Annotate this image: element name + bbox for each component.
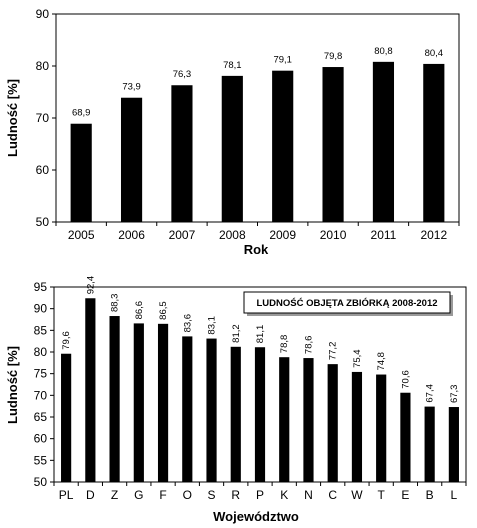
data-label: 83,1 bbox=[207, 316, 218, 335]
x-tick-label: K bbox=[280, 488, 288, 502]
data-label: 67,3 bbox=[449, 385, 460, 404]
bar bbox=[182, 336, 193, 482]
data-label: 92,4 bbox=[85, 276, 96, 295]
bar bbox=[85, 298, 96, 482]
title-box bbox=[243, 291, 451, 314]
plot-area bbox=[55, 13, 460, 223]
data-label: 68,9 bbox=[72, 108, 91, 119]
bar bbox=[109, 316, 120, 482]
bar bbox=[351, 371, 363, 482]
x-tick-label: C bbox=[328, 488, 337, 502]
x-tick-label: W bbox=[351, 488, 363, 502]
x-tick-label: T bbox=[378, 488, 386, 502]
x-axis-title: Województwo bbox=[213, 509, 299, 524]
data-label: 83,6 bbox=[182, 314, 193, 333]
data-label: 80,8 bbox=[374, 46, 393, 57]
bar bbox=[157, 323, 169, 482]
chart-title: LUDNOŚĆ OBJĘTA ZBIÓRKĄ 2008-2012 bbox=[256, 297, 437, 309]
y-tick-label: 60 bbox=[36, 163, 50, 177]
y-tick-label: 70 bbox=[34, 388, 48, 402]
bar bbox=[206, 338, 217, 482]
data-label: 86,6 bbox=[134, 301, 145, 320]
x-tick-label: 2006 bbox=[118, 228, 145, 242]
x-tick-label: B bbox=[426, 488, 434, 502]
bar bbox=[61, 353, 72, 482]
y-tick-label: 90 bbox=[36, 7, 50, 21]
data-label: 79,8 bbox=[324, 51, 343, 62]
x-tick-label: O bbox=[183, 488, 192, 502]
data-label: 67,4 bbox=[425, 384, 436, 403]
x-tick-label: N bbox=[304, 488, 313, 502]
y-tick-label: 95 bbox=[34, 280, 48, 294]
y-tick-label: 55 bbox=[34, 453, 48, 467]
data-label: 81,2 bbox=[231, 324, 242, 343]
y-tick-label: 50 bbox=[34, 475, 48, 489]
bar bbox=[423, 63, 445, 222]
x-tick-label: E bbox=[401, 488, 409, 502]
bar bbox=[120, 97, 143, 222]
x-tick-label: Z bbox=[111, 488, 118, 502]
y-tick-label: 80 bbox=[34, 345, 48, 359]
x-tick-label: P bbox=[256, 488, 264, 502]
data-label: 74,8 bbox=[376, 352, 387, 371]
bar bbox=[279, 357, 290, 482]
x-tick-label: G bbox=[134, 488, 143, 502]
bar bbox=[372, 61, 395, 223]
bar bbox=[424, 406, 435, 482]
chart-voivodeship-population: Ludność [%] Województwo 50 55 60 65 70 75 80 85… bbox=[5, 276, 467, 524]
data-label: 78,6 bbox=[303, 336, 314, 355]
bar bbox=[322, 67, 344, 222]
data-label: 78,1 bbox=[223, 60, 242, 71]
x-axis-title: Rok bbox=[244, 242, 269, 257]
y-tick-label: 90 bbox=[34, 302, 48, 316]
y-tick-label: 60 bbox=[34, 432, 48, 446]
data-label: 80,4 bbox=[425, 48, 444, 59]
x-tick-label: F bbox=[159, 488, 166, 502]
x-tick-label: 2007 bbox=[169, 228, 196, 242]
bar bbox=[70, 123, 92, 222]
bar bbox=[327, 364, 338, 482]
x-tick-label: D bbox=[86, 488, 95, 502]
x-tick-label: PL bbox=[59, 488, 74, 502]
data-label: 81,1 bbox=[255, 325, 266, 344]
bar bbox=[133, 323, 144, 482]
bar bbox=[254, 347, 266, 482]
y-tick-label: 70 bbox=[36, 111, 50, 125]
data-label: 86,5 bbox=[158, 301, 169, 320]
x-tick-label: 2005 bbox=[68, 228, 95, 242]
data-label: 73,9 bbox=[122, 82, 141, 93]
bar bbox=[221, 75, 243, 222]
x-tick-label: L bbox=[451, 488, 458, 502]
x-tick-label: 2012 bbox=[420, 228, 447, 242]
bar bbox=[272, 70, 294, 223]
bar bbox=[230, 346, 241, 482]
chart-yearly-population: Ludność [%] Rok 50 60 70 80 90 2005 68,9 2006 73… bbox=[5, 7, 460, 257]
data-label: 79,1 bbox=[273, 55, 292, 66]
x-tick-label: 2011 bbox=[371, 228, 397, 242]
y-tick-label: 50 bbox=[36, 215, 50, 229]
bar bbox=[171, 85, 193, 223]
y-axis-title: Ludność [%] bbox=[5, 79, 20, 157]
bar bbox=[303, 358, 314, 482]
x-tick-label: R bbox=[231, 488, 240, 502]
x-tick-label: 2008 bbox=[219, 228, 246, 242]
data-label: 75,4 bbox=[352, 349, 363, 368]
data-label: 78,8 bbox=[279, 335, 290, 354]
data-label: 77,2 bbox=[328, 342, 339, 361]
x-tick-label: 2009 bbox=[269, 228, 296, 242]
x-tick-label: S bbox=[208, 488, 216, 502]
data-label: 88,3 bbox=[110, 294, 121, 313]
y-tick-label: 65 bbox=[34, 410, 48, 424]
bar bbox=[400, 392, 411, 482]
bar bbox=[376, 374, 387, 482]
data-label: 79,6 bbox=[61, 331, 72, 350]
y-tick-label: 80 bbox=[36, 59, 50, 73]
bar bbox=[448, 407, 459, 482]
data-label: 70,6 bbox=[400, 370, 411, 389]
y-tick-label: 75 bbox=[34, 367, 48, 381]
y-axis-title: Ludność [%] bbox=[5, 346, 20, 424]
y-tick-label: 85 bbox=[34, 323, 48, 337]
x-tick-label: 2010 bbox=[320, 228, 347, 242]
data-label: 76,3 bbox=[173, 69, 192, 80]
